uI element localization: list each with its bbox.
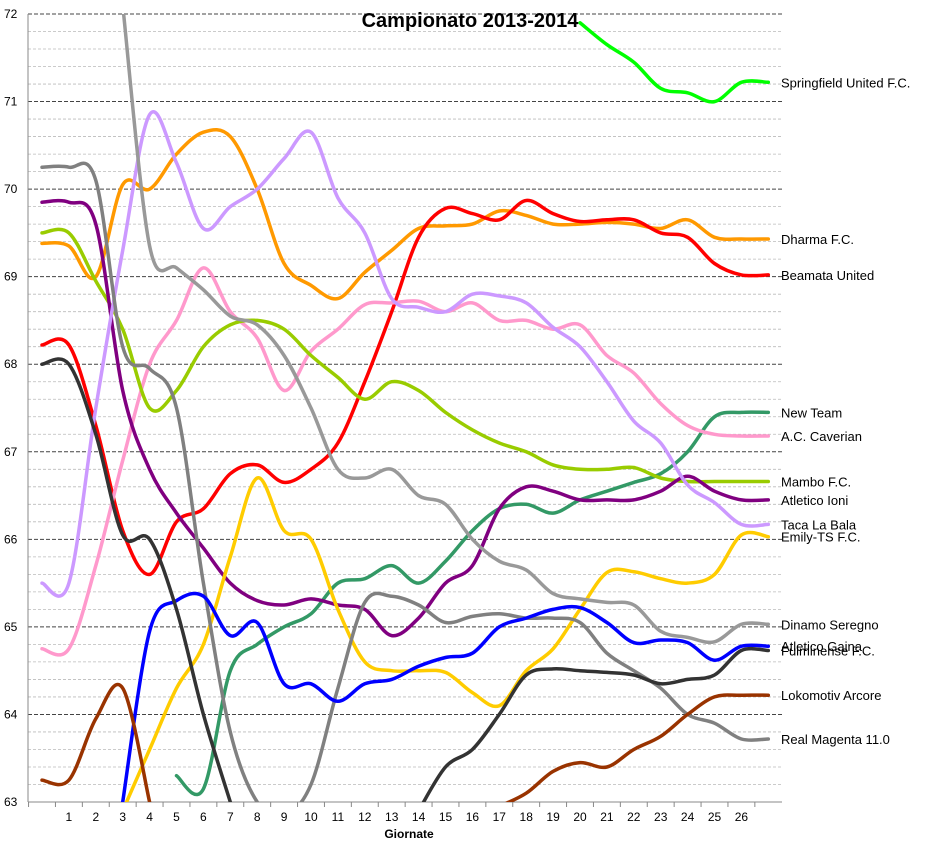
series-line-lokomotiv-arcore — [504, 693, 771, 802]
series-line-lokomotiv-arcore — [40, 682, 152, 802]
series-label: Lokomotiv Arcore — [781, 688, 881, 703]
x-tick-label: 22 — [627, 810, 641, 824]
y-tick-label: 68 — [4, 357, 18, 371]
series-label: Atletico Gaina — [781, 639, 863, 654]
x-tick-label: 9 — [281, 810, 288, 824]
x-tick-label: 8 — [254, 810, 261, 824]
x-tick-label: 11 — [332, 810, 345, 824]
series-line-fulminense-f-c- — [40, 357, 233, 802]
y-tick-label: 70 — [4, 182, 18, 196]
series-label: Atletico Ioni — [781, 493, 848, 508]
series-line-springfield-united-f-c- — [578, 21, 771, 104]
axes — [27, 14, 782, 807]
x-tick-label: 13 — [385, 810, 399, 824]
x-tick-label: 5 — [173, 810, 180, 824]
series-line-atletico-gaina — [120, 591, 771, 802]
chart-title: Campionato 2013-2014 — [362, 10, 580, 32]
x-tick-label: 2 — [92, 810, 99, 824]
x-tick-label: 21 — [600, 810, 614, 824]
x-tick-label: 17 — [493, 810, 507, 824]
x-tick-label: 7 — [227, 810, 234, 824]
series-line-beamata-united — [40, 198, 771, 577]
x-tick-label: 4 — [146, 810, 153, 824]
series-label: Springfield United F.C. — [781, 75, 910, 90]
y-tick-label: 65 — [4, 620, 18, 634]
series-line-atletico-ioni — [40, 198, 771, 638]
series-label: Emily-TS F.C. — [781, 530, 860, 545]
y-tick-label: 64 — [4, 707, 18, 721]
series-label: Taca La Bala — [781, 517, 857, 532]
x-tick-label: 19 — [546, 810, 560, 824]
series-lines — [40, 14, 771, 802]
x-tick-label: 10 — [304, 810, 318, 824]
series-label: Dinamo Seregno — [781, 617, 879, 632]
y-tick-label: 72 — [4, 7, 18, 21]
x-tick-label: 26 — [735, 810, 749, 824]
series-line-mambo-f-c- — [40, 227, 771, 484]
x-tick-label: 12 — [358, 810, 372, 824]
y-tick-labels: 63 64 65 66 67 68 69 70 71 72 — [4, 7, 18, 809]
series-label: Mambo F.C. — [781, 475, 851, 490]
series-label: New Team — [781, 405, 842, 420]
x-axis-label: Giornate — [384, 827, 434, 841]
y-tick-label: 69 — [4, 270, 18, 284]
series-line-fulminense-f-c- — [421, 646, 771, 802]
y-tick-label: 71 — [4, 95, 18, 109]
series-label: Dharma F.C. — [781, 232, 854, 247]
series-line-emily-ts-f-c- — [124, 476, 771, 802]
x-tick-label: 20 — [573, 810, 587, 824]
x-tick-label: 14 — [412, 810, 426, 824]
series-line-taca-la-bala — [40, 110, 771, 598]
x-tick-label: 6 — [200, 810, 207, 824]
x-tick-label: 18 — [520, 810, 534, 824]
y-tick-label: 66 — [4, 532, 18, 546]
x-tick-labels: 1 2 3 4 5 6 7 8 9 10 11 12 13 14 15 16 17 18 19 20 21 22 23 24 2… — [66, 810, 749, 824]
x-tick-label: 15 — [439, 810, 453, 824]
y-tick-label: 67 — [4, 445, 18, 459]
x-tick-label: 3 — [119, 810, 126, 824]
series-line-dinamo-seregno — [40, 161, 771, 802]
x-tick-label: 24 — [681, 810, 695, 824]
x-tick-label: 1 — [66, 810, 73, 824]
y-tick-label: 63 — [4, 795, 18, 809]
x-tick-label: 16 — [466, 810, 480, 824]
x-tick-label: 23 — [654, 810, 668, 824]
series-label: Beamata United — [781, 268, 874, 283]
x-tick-label: 25 — [708, 810, 722, 824]
series-labels: Springfield United F.C. Dharma F.C. Beamat… — [781, 75, 910, 747]
series-label: Real Magenta 11.0 — [781, 732, 890, 747]
gridlines — [28, 13, 782, 785]
series-label: A.C. Caverian — [781, 429, 862, 444]
series-line-real-magenta-11-0 — [121, 14, 771, 645]
series-label: Fulminense F.C. — [781, 644, 875, 659]
